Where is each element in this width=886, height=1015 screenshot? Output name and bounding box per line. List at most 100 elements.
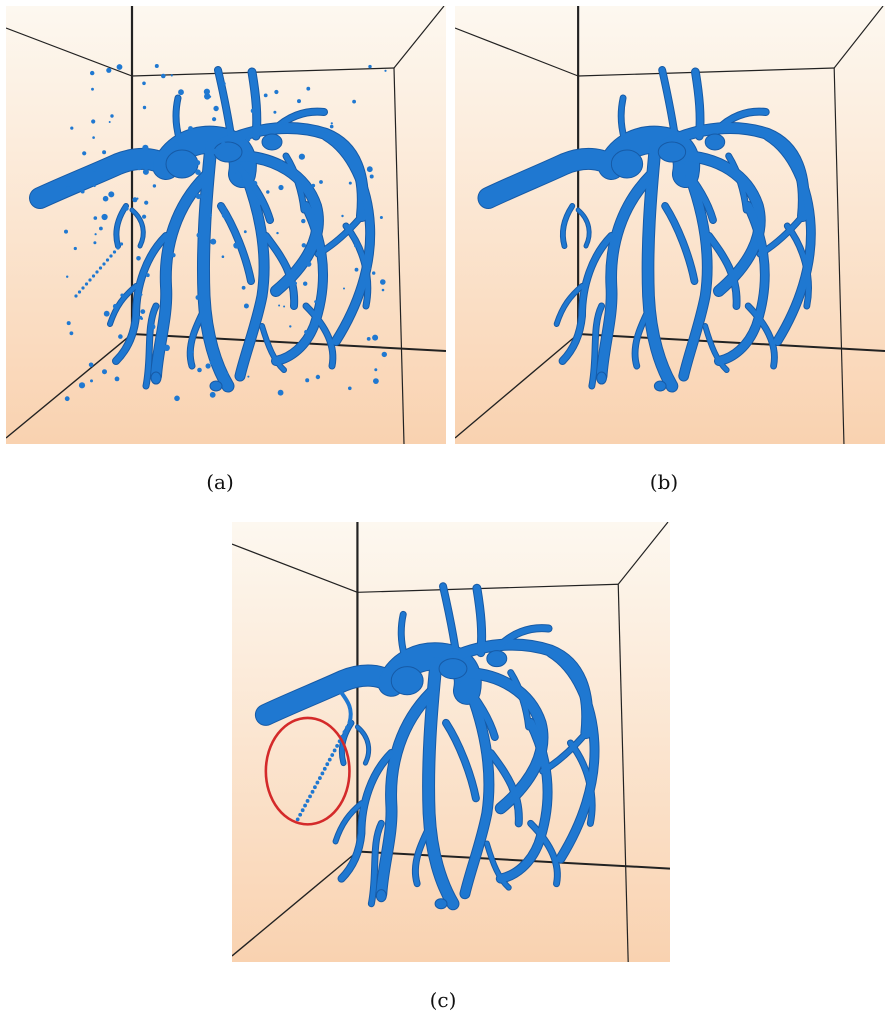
vessel bbox=[546, 648, 599, 863]
vessel bbox=[30, 149, 176, 208]
speckle bbox=[112, 250, 117, 254]
speckle bbox=[281, 121, 284, 125]
speckle bbox=[108, 191, 115, 198]
speckle bbox=[221, 141, 226, 147]
speckle bbox=[99, 226, 103, 231]
dotted-segment bbox=[305, 799, 310, 803]
speckle bbox=[65, 186, 71, 191]
speckle bbox=[114, 376, 120, 382]
box-edge bbox=[455, 333, 579, 439]
speckle bbox=[71, 174, 76, 178]
speckle bbox=[70, 126, 74, 130]
dotted-segment bbox=[315, 780, 320, 785]
vessel bbox=[478, 149, 622, 208]
speckle bbox=[93, 216, 98, 220]
speckle bbox=[301, 218, 306, 224]
speckle bbox=[139, 293, 143, 296]
speckle bbox=[222, 82, 226, 86]
speckle bbox=[348, 181, 352, 185]
vessel bbox=[283, 153, 307, 213]
vessel bbox=[703, 324, 729, 372]
vessel bbox=[632, 303, 653, 369]
dotted-branch bbox=[295, 690, 353, 822]
box-edge bbox=[617, 584, 629, 962]
speckle bbox=[162, 146, 167, 151]
speckle bbox=[78, 382, 86, 389]
speckle bbox=[138, 315, 143, 320]
speckle bbox=[195, 169, 201, 175]
dotted-segment bbox=[320, 771, 325, 776]
speckle bbox=[98, 266, 103, 270]
box-edge bbox=[393, 6, 445, 69]
speckle bbox=[95, 270, 99, 274]
vessel-tree bbox=[254, 582, 600, 911]
vessel bbox=[108, 284, 138, 326]
vessel bbox=[757, 215, 804, 257]
speckle bbox=[366, 166, 373, 173]
speckle bbox=[354, 267, 359, 272]
speckle bbox=[195, 193, 202, 200]
speckle bbox=[93, 184, 96, 188]
speckle bbox=[64, 229, 68, 234]
speckle bbox=[102, 262, 106, 266]
speckle bbox=[371, 239, 375, 242]
speckle-noise bbox=[64, 64, 387, 402]
vessel bbox=[560, 204, 575, 248]
panel-b bbox=[455, 6, 885, 444]
vessel bbox=[255, 665, 402, 725]
speckle bbox=[245, 136, 251, 142]
speckle bbox=[275, 360, 279, 364]
speckle bbox=[354, 243, 358, 248]
speckle bbox=[77, 290, 82, 294]
speckle bbox=[372, 334, 379, 341]
speckle bbox=[196, 232, 202, 238]
vessel-blob bbox=[209, 380, 223, 392]
vessel bbox=[376, 687, 437, 899]
speckle bbox=[233, 172, 236, 175]
vessel bbox=[423, 657, 459, 910]
speckle bbox=[247, 375, 250, 378]
vessel bbox=[303, 303, 336, 369]
speckle bbox=[142, 81, 146, 86]
speckle bbox=[82, 151, 87, 156]
speckle bbox=[348, 386, 352, 391]
vessel bbox=[589, 303, 605, 389]
box-edge bbox=[232, 850, 358, 957]
speckle bbox=[154, 64, 159, 68]
dotted-segment bbox=[332, 748, 337, 753]
vessel-blob bbox=[486, 650, 508, 668]
speckle bbox=[94, 233, 97, 236]
speckle bbox=[90, 379, 93, 383]
speckle bbox=[91, 119, 96, 124]
speckle bbox=[369, 174, 374, 179]
speckle bbox=[178, 89, 184, 96]
speckle bbox=[222, 214, 228, 219]
vessel bbox=[726, 153, 749, 213]
speckle bbox=[329, 124, 334, 129]
box-edge bbox=[578, 333, 885, 352]
speckle bbox=[136, 197, 139, 200]
vessel bbox=[322, 132, 375, 345]
speckle bbox=[296, 173, 300, 176]
speckle bbox=[381, 351, 387, 358]
vessel bbox=[218, 203, 254, 284]
vessel-scene bbox=[232, 522, 670, 962]
vessel bbox=[706, 233, 740, 309]
speckle bbox=[278, 304, 281, 307]
speckle bbox=[197, 367, 202, 373]
vessel bbox=[235, 171, 269, 381]
speckle bbox=[319, 180, 323, 184]
box-edge bbox=[393, 67, 405, 444]
speckle bbox=[149, 323, 156, 330]
dotted-segment bbox=[310, 789, 315, 794]
speckle bbox=[279, 160, 283, 163]
vessel bbox=[492, 625, 552, 654]
speckle bbox=[137, 166, 141, 171]
speckle bbox=[341, 214, 344, 218]
vessel bbox=[596, 171, 656, 381]
speckle bbox=[210, 238, 217, 245]
speckle bbox=[278, 184, 284, 191]
vessel-render-c bbox=[232, 522, 670, 962]
speckle bbox=[380, 279, 386, 285]
caption-c: (c) bbox=[429, 988, 457, 1012]
